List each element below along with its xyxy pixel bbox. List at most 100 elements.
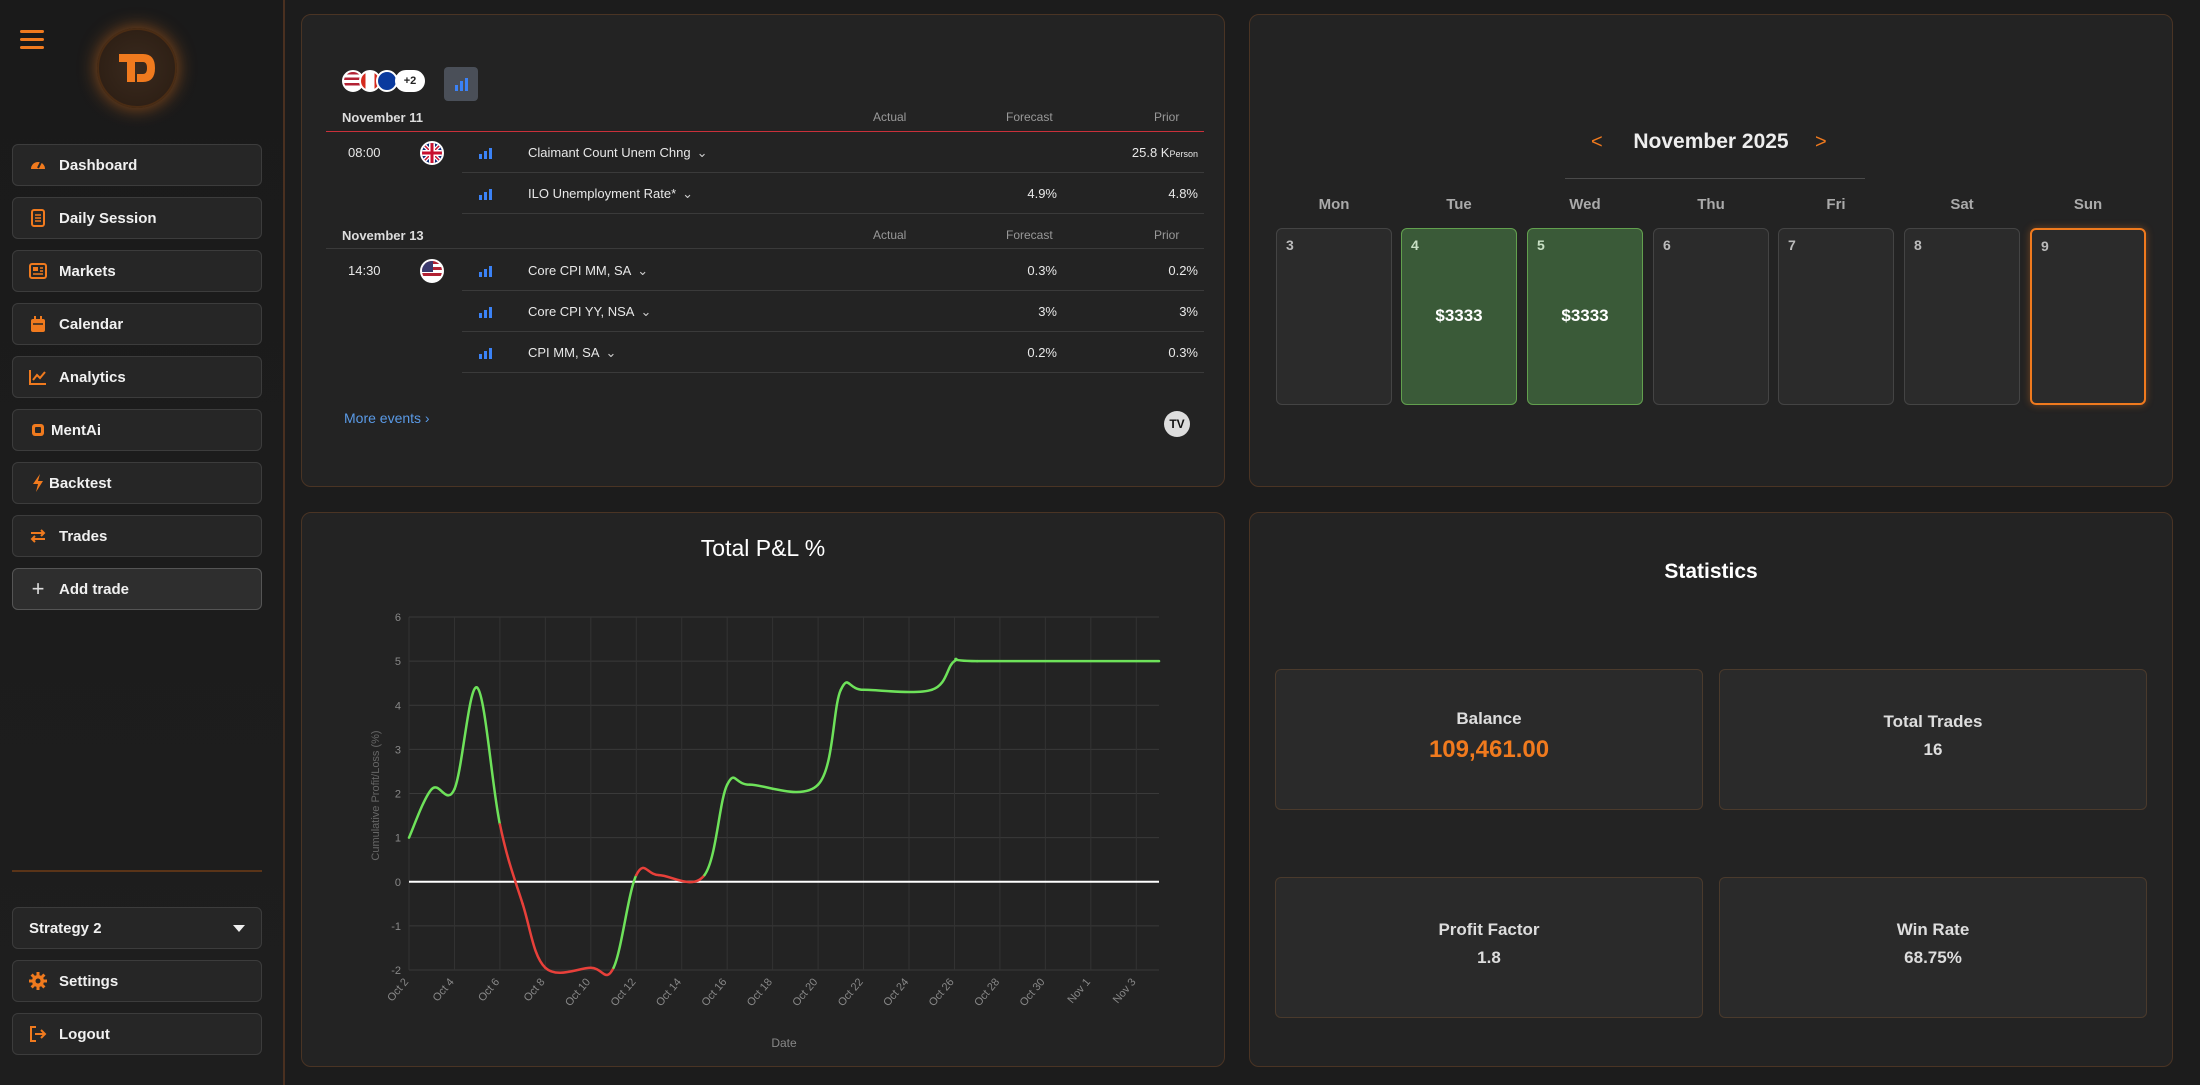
calendar-day[interactable]: 8	[1904, 228, 2020, 405]
series-line	[589, 966, 615, 977]
chip-icon	[29, 421, 47, 439]
event-forecast: 0.3%	[1027, 263, 1057, 278]
sidebar-item-daily-session[interactable]: Daily Session	[12, 197, 262, 239]
y-tick-label: -2	[391, 965, 401, 977]
strategy-label: Strategy 2	[29, 919, 102, 937]
pnl-chart-widget: Total P&L % -2 -1 0 1 2 3 4 5 6 Oct 2 Oct 4 Oct 6 Oc…	[301, 512, 1225, 1067]
col-forecast: Forecast	[1006, 228, 1053, 242]
chart-toggle-button[interactable]	[444, 67, 478, 101]
chart-line-icon	[29, 368, 47, 386]
series-line	[725, 776, 752, 786]
menu-icon[interactable]	[20, 30, 44, 52]
event-prior: 3%	[1179, 304, 1198, 319]
weekday-label: Tue	[1446, 196, 1472, 213]
sidebar: Dashboard Daily Session Markets Calendar…	[0, 0, 285, 1085]
next-month-button[interactable]: >	[1815, 131, 1827, 153]
x-tick-label: Nov 3	[1111, 976, 1139, 1006]
col-actual: Actual	[873, 228, 907, 242]
sidebar-item-label: Calendar	[59, 315, 124, 333]
series-line	[953, 657, 979, 663]
event-row[interactable]: 14:30 Core CPI MM, SA 0.3% 0.2%	[326, 250, 1204, 291]
calendar-day[interactable]: 3	[1276, 228, 1392, 405]
x-tick-label: Oct 30	[1018, 976, 1048, 1009]
win-rate-label: Win Rate	[1896, 920, 1970, 939]
profit-factor-value: 1.8	[1477, 948, 1501, 967]
day-number: 7	[1788, 237, 1796, 253]
strategy-select[interactable]: Strategy 2	[12, 907, 262, 949]
sidebar-item-markets[interactable]: Markets	[12, 250, 262, 292]
series-line	[521, 902, 547, 970]
series-line	[930, 659, 956, 692]
profit-factor-label: Profit Factor	[1438, 920, 1540, 939]
x-tick-label: Nov 1	[1065, 976, 1093, 1006]
app-logo[interactable]	[97, 28, 177, 108]
sidebar-item-dashboard[interactable]: Dashboard	[12, 144, 262, 186]
x-tick-label: Oct 4	[431, 976, 457, 1004]
bolt-icon	[29, 474, 47, 492]
x-tick-label: Oct 26	[927, 976, 957, 1009]
y-tick-label: 0	[395, 877, 401, 889]
profit-factor-card: Profit Factor 1.8	[1275, 877, 1703, 1018]
event-prior: 0.2%	[1168, 263, 1198, 278]
country-filter[interactable]: +2	[342, 70, 425, 92]
x-tick-label: Oct 12	[609, 976, 639, 1009]
sidebar-item-trades[interactable]: Trades	[12, 515, 262, 557]
event-row[interactable]: Core CPI YY, NSA 3% 3%	[326, 291, 1204, 332]
uk-flag-icon	[420, 141, 444, 165]
event-row[interactable]: ILO Unemployment Rate* 4.9% 4.8%	[326, 173, 1204, 214]
event-row[interactable]: 08:00 Claimant Count Unem Chng 25.8 KPer…	[326, 132, 1204, 173]
sidebar-item-analytics[interactable]: Analytics	[12, 356, 262, 398]
x-tick-label: Oct 28	[972, 976, 1002, 1009]
event-prior: 25.8 KPerson	[1131, 145, 1198, 160]
calendar-day[interactable]: 7	[1778, 228, 1894, 405]
more-countries-badge[interactable]: +2	[395, 70, 425, 92]
series-line	[498, 823, 524, 906]
event-row[interactable]: CPI MM, SA 0.2% 0.3%	[326, 332, 1204, 373]
add-trade-button[interactable]: + Add trade	[12, 568, 262, 610]
weekday-label: Thu	[1697, 196, 1725, 213]
x-tick-label: Oct 14	[654, 976, 684, 1009]
calendar-day-profit[interactable]: 4 $3333	[1401, 228, 1517, 405]
sidebar-item-label: MentAi	[51, 421, 101, 439]
prev-month-button[interactable]: <	[1591, 131, 1603, 153]
day-number: 9	[2041, 238, 2049, 254]
series-line	[453, 686, 479, 791]
x-tick-label: Oct 22	[836, 976, 866, 1009]
event-name[interactable]: Claimant Count Unem Chng	[528, 145, 707, 161]
swap-icon	[29, 527, 47, 545]
sidebar-item-label: Markets	[59, 262, 116, 280]
event-name[interactable]: Core CPI YY, NSA	[528, 304, 651, 320]
calendar-day-profit[interactable]: 5 $3333	[1527, 228, 1643, 405]
more-events-link[interactable]: More events ›	[344, 410, 430, 426]
sidebar-item-label: Analytics	[59, 368, 126, 386]
settings-button[interactable]: Settings	[12, 960, 262, 1002]
caret-down-icon	[233, 924, 245, 932]
calendar-day[interactable]: 6	[1653, 228, 1769, 405]
day-number: 3	[1286, 237, 1294, 253]
event-name[interactable]: ILO Unemployment Rate*	[528, 186, 693, 202]
date-group-header: November 13 Actual Forecast Prior	[326, 223, 1204, 249]
logout-button[interactable]: Logout	[12, 1013, 262, 1055]
sidebar-item-mentai[interactable]: MentAi	[12, 409, 262, 451]
series-line	[612, 873, 638, 970]
sidebar-item-backtest[interactable]: Backtest	[12, 462, 262, 504]
x-tick-label: Oct 8	[522, 976, 548, 1004]
calendar-day-today[interactable]: 9	[2030, 228, 2146, 405]
series-line	[816, 688, 843, 786]
pnl-chart: -2 -1 0 1 2 3 4 5 6 Oct 2 Oct 4 Oct 6 Oct 8 Oct 10 Oct…	[370, 612, 1161, 1050]
event-prior: 4.8%	[1168, 186, 1198, 201]
gear-icon	[29, 972, 47, 990]
chart-title: Total P&L %	[700, 535, 826, 561]
calendar-month-title: November 2025	[1633, 130, 1789, 153]
settings-label: Settings	[59, 972, 119, 990]
event-name[interactable]: Core CPI MM, SA	[528, 263, 648, 279]
y-tick-label: 4	[395, 700, 401, 712]
tradingview-logo[interactable]: TV	[1164, 411, 1190, 437]
plus-icon: +	[31, 576, 45, 601]
sidebar-item-label: Dashboard	[59, 156, 138, 174]
total-trades-value: 16	[1923, 740, 1943, 759]
sidebar-item-calendar[interactable]: Calendar	[12, 303, 262, 345]
event-forecast: 3%	[1038, 304, 1057, 319]
day-pnl: $3333	[1435, 306, 1483, 325]
event-name[interactable]: CPI MM, SA	[528, 345, 616, 361]
